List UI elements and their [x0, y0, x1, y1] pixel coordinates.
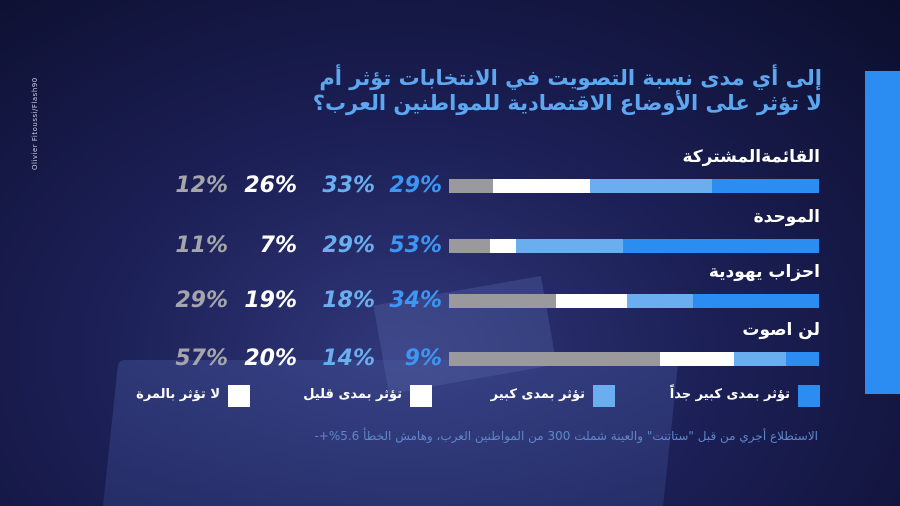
value-label: 20%	[244, 346, 297, 371]
value-label: 18%	[322, 288, 375, 313]
legend-swatch	[593, 385, 615, 407]
value-label: 9%	[404, 346, 442, 371]
legend-item-very-large: تؤثر بمدى كبير جداً	[660, 385, 820, 407]
bar-row	[449, 294, 819, 308]
legend-label: تؤثر بمدى كبير جداً	[669, 387, 790, 402]
bar-row	[449, 179, 819, 193]
value-label: 29%	[175, 288, 228, 313]
value-label: 7%	[259, 233, 297, 258]
photo-credit: Olivier Fitoussi/Flash90	[31, 77, 39, 170]
value-label: 11%	[175, 233, 228, 258]
footnote: الاستطلاع أجري من قبل "ستاتنت" والعينة ش…	[314, 429, 818, 443]
legend-item-none: لا تؤثر بالمرة	[100, 385, 250, 407]
bar-segment	[449, 179, 494, 193]
legend-label: لا تؤثر بالمرة	[136, 387, 220, 402]
bar-segment	[449, 294, 557, 308]
legend-label: تؤثر بمدى قليل	[303, 387, 402, 402]
category-label: الموحدة	[753, 207, 820, 227]
legend-label: تؤثر بمدى كبير	[490, 387, 585, 402]
chart-title: إلى أي مدى نسبة التصويت في الانتخابات تؤ…	[312, 66, 822, 115]
value-label: 57%	[175, 346, 228, 371]
legend-swatch	[410, 385, 432, 407]
bar-segment	[449, 352, 660, 366]
bar-segment	[622, 239, 819, 253]
bar-segment	[556, 294, 627, 308]
bar-segment	[733, 352, 786, 366]
legend-swatch	[228, 385, 250, 407]
value-label: 29%	[322, 233, 375, 258]
category-label: احزاب يهودية	[708, 262, 820, 282]
legend-swatch	[798, 385, 820, 407]
bar-row	[449, 352, 819, 366]
value-label: 53%	[389, 233, 442, 258]
category-label: لن اصوت	[742, 320, 820, 340]
value-label: 33%	[322, 173, 375, 198]
value-label: 19%	[244, 288, 297, 313]
bar-segment	[785, 352, 819, 366]
value-label: 12%	[175, 173, 228, 198]
legend-item-large: تؤثر بمدى كبير	[460, 385, 615, 407]
bar-segment	[493, 179, 590, 193]
bar-segment	[515, 239, 623, 253]
bar-segment	[711, 179, 819, 193]
bar-segment	[626, 294, 694, 308]
bar-segment	[449, 239, 490, 253]
value-label: 34%	[389, 288, 442, 313]
bar-segment	[693, 294, 819, 308]
category-label: القائمةالمشتركة	[682, 147, 820, 167]
bar-row	[449, 239, 819, 253]
value-label: 26%	[244, 173, 297, 198]
bar-segment	[489, 239, 516, 253]
value-label: 14%	[322, 346, 375, 371]
bar-segment	[659, 352, 734, 366]
value-label: 29%	[389, 173, 442, 198]
accent-side-bar	[865, 71, 900, 394]
legend-item-small: تؤثر بمدى قليل	[280, 385, 432, 407]
bar-segment	[589, 179, 712, 193]
